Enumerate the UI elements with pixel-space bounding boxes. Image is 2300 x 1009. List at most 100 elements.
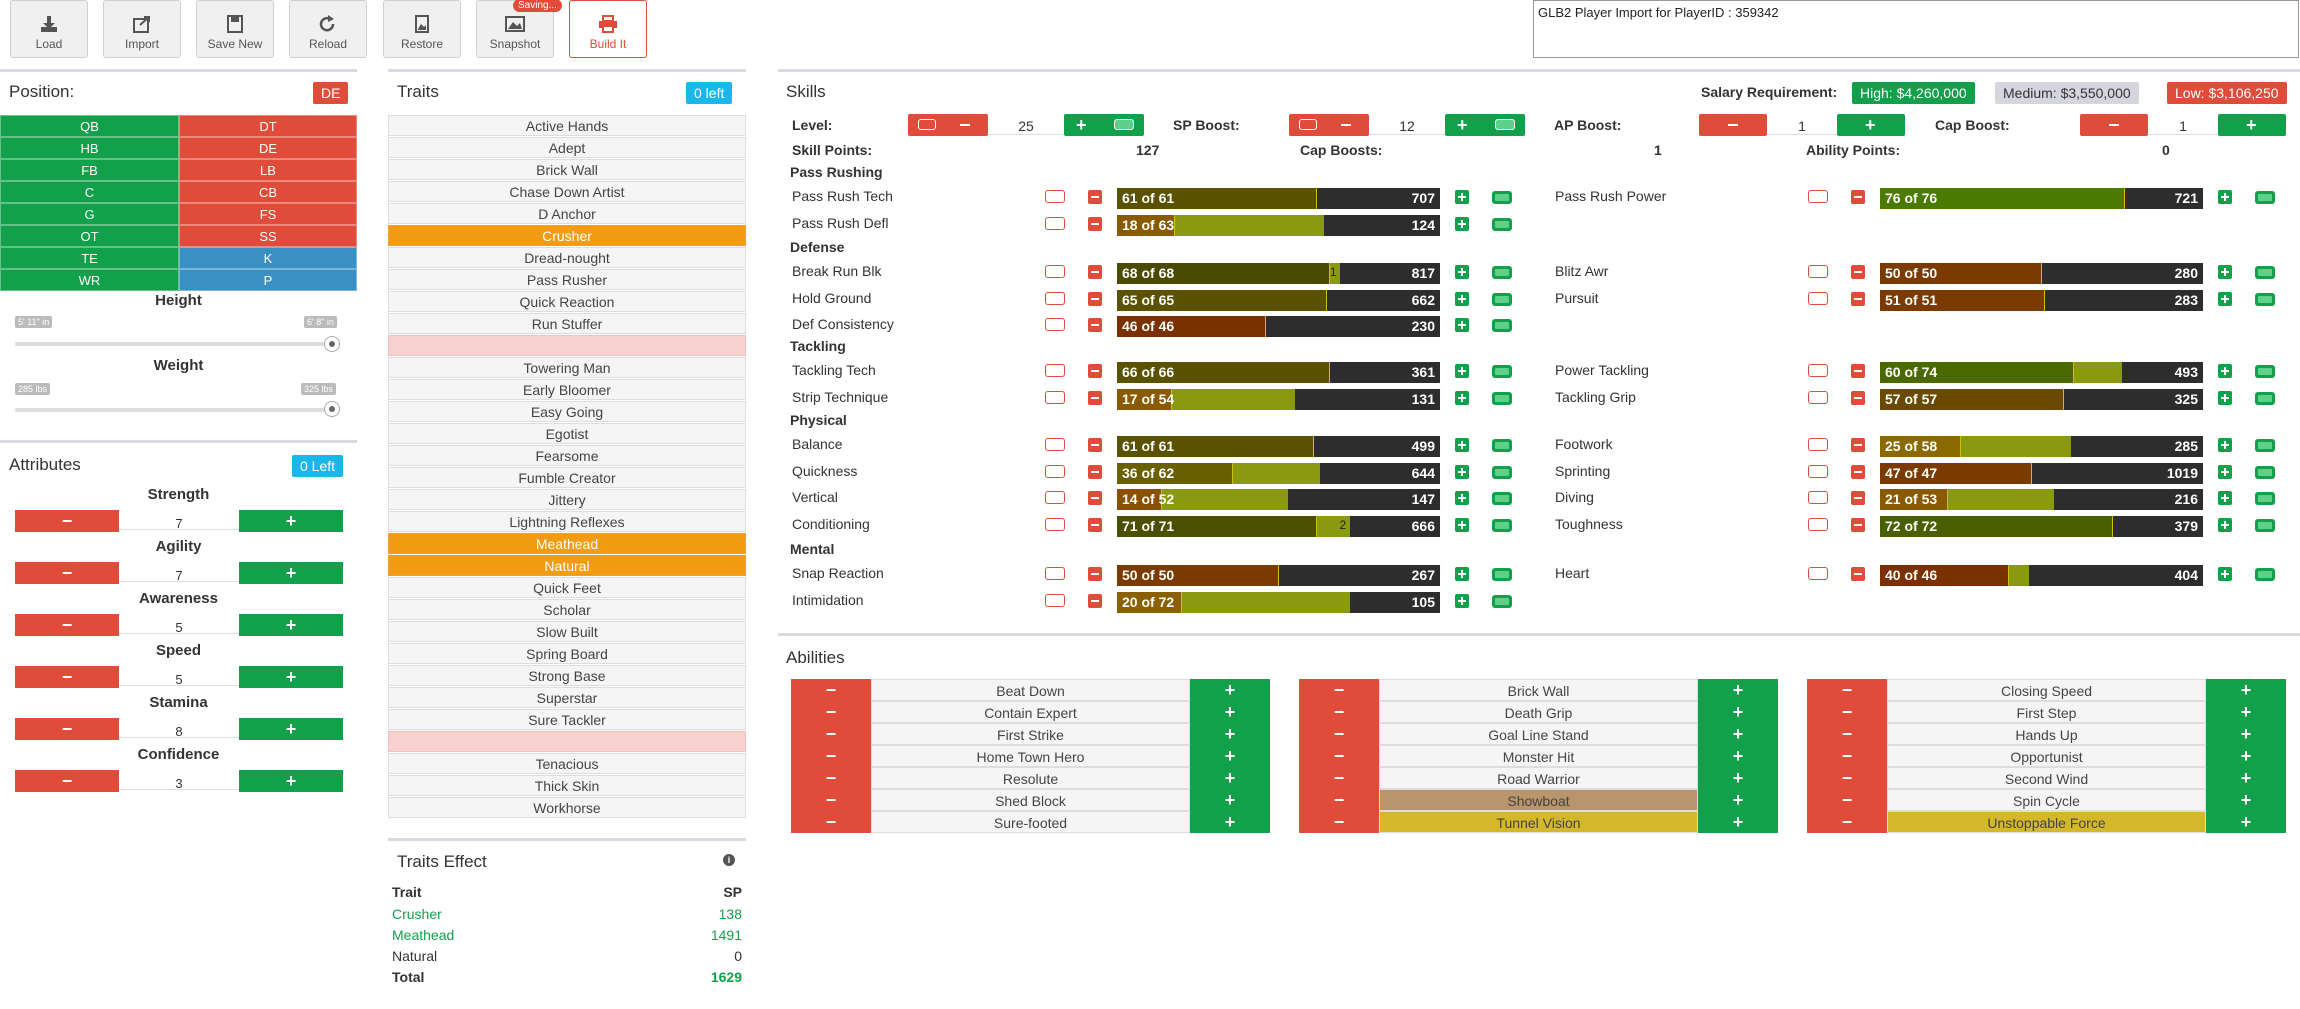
ability-second-wind-plus[interactable]: + xyxy=(2206,767,2286,789)
ability-tunnel-vision-minus[interactable]: − xyxy=(1299,811,1379,833)
load-button[interactable]: Load xyxy=(10,0,88,58)
trait-dread-nought[interactable]: Dread-nought xyxy=(388,247,746,268)
position-fs[interactable]: FS xyxy=(179,203,357,225)
position-hb[interactable]: HB xyxy=(0,137,179,159)
position-qb[interactable]: QB xyxy=(0,115,179,137)
skill-intimidation-min-icon[interactable] xyxy=(1045,593,1065,607)
ability-road-warrior-plus[interactable]: + xyxy=(1698,767,1778,789)
ability-shed-block-minus[interactable]: − xyxy=(791,789,871,811)
ability-first-step-plus[interactable]: + xyxy=(2206,701,2286,723)
skill-balance-plus-icon[interactable] xyxy=(1455,438,1469,452)
skill-quickness-minus-icon[interactable] xyxy=(1088,464,1102,479)
trait-thick-skin[interactable]: Thick Skin xyxy=(388,775,746,796)
skill-snap-reaction-minus-icon[interactable] xyxy=(1088,567,1102,581)
skill-pursuit-min-icon[interactable] xyxy=(1808,291,1828,305)
skill-snap-reaction-plus-icon[interactable] xyxy=(1455,567,1469,581)
skill-quickness-min-icon[interactable] xyxy=(1045,464,1065,478)
ability-home-town-hero-minus[interactable]: − xyxy=(791,745,871,767)
trait-pass-rusher[interactable]: Pass Rusher xyxy=(388,269,746,290)
skill-pass-rush-defl-plus-icon[interactable] xyxy=(1455,216,1469,231)
skill-vertical-minus-icon[interactable] xyxy=(1088,491,1102,506)
skill-tackling-tech-minus-icon[interactable] xyxy=(1088,364,1102,378)
skill-snap-reaction-min-icon[interactable] xyxy=(1045,567,1065,580)
attribute-speed-plus[interactable]: + xyxy=(239,666,343,688)
ability-death-grip-plus[interactable]: + xyxy=(1698,701,1778,723)
skill-strip-technique-min-icon[interactable] xyxy=(1045,390,1065,404)
trait-active-hands[interactable]: Active Hands xyxy=(388,115,746,136)
trait-lightning-reflexes[interactable]: Lightning Reflexes xyxy=(388,511,746,532)
position-dt[interactable]: DT xyxy=(179,115,357,137)
skill-break-run-blk-max-icon[interactable] xyxy=(1492,266,1512,279)
skill-hold-ground-plus-icon[interactable] xyxy=(1455,291,1469,306)
skill-break-run-blk-plus-icon[interactable] xyxy=(1455,265,1469,279)
skill-def-consistency-min-icon[interactable] xyxy=(1045,318,1065,332)
position-c[interactable]: C xyxy=(0,181,179,203)
position-fb[interactable]: FB xyxy=(0,159,179,181)
trait-early-bloomer[interactable]: Early Bloomer xyxy=(388,379,746,400)
level-value[interactable]: 25 xyxy=(988,115,1064,135)
ability-resolute-minus[interactable]: − xyxy=(791,767,871,789)
skill-balance-minus-icon[interactable] xyxy=(1088,438,1102,452)
ability-resolute-plus[interactable]: + xyxy=(1190,767,1270,789)
trait-meathead[interactable]: Meathead xyxy=(388,533,746,554)
ability-road-warrior-minus[interactable]: − xyxy=(1299,767,1379,789)
skill-balance-min-icon[interactable] xyxy=(1045,438,1065,451)
skill-strip-technique-max-icon[interactable] xyxy=(1492,391,1512,405)
ability-showboat-plus[interactable]: + xyxy=(1698,789,1778,811)
skill-sprinting-min-icon[interactable] xyxy=(1808,464,1828,478)
info-icon[interactable]: i xyxy=(723,854,735,866)
ability-spin-cycle-plus[interactable]: + xyxy=(2206,789,2286,811)
position-p[interactable]: P xyxy=(179,269,357,291)
trait-tenacious[interactable]: Tenacious xyxy=(388,753,746,774)
skill-tackling-tech-max-icon[interactable] xyxy=(1492,365,1512,378)
position-k[interactable]: K xyxy=(179,247,357,269)
ability-second-wind-minus[interactable]: − xyxy=(1807,767,1887,789)
attribute-stamina-plus[interactable]: + xyxy=(239,718,343,740)
skill-hold-ground-max-icon[interactable] xyxy=(1492,292,1512,306)
level-max-button[interactable]: + xyxy=(1064,114,1144,136)
trait-crusher[interactable]: Crusher xyxy=(388,225,746,246)
skill-conditioning-min-icon[interactable] xyxy=(1045,518,1065,532)
ability-tunnel-vision-plus[interactable]: + xyxy=(1698,811,1778,833)
skill-pass-rush-power-minus-icon[interactable] xyxy=(1851,190,1865,204)
skill-pass-rush-tech-min-icon[interactable] xyxy=(1045,190,1065,203)
ability-opportunist-minus[interactable]: − xyxy=(1807,745,1887,767)
skill-vertical-plus-icon[interactable] xyxy=(1455,491,1469,506)
ability-death-grip-minus[interactable]: − xyxy=(1299,701,1379,723)
position-te[interactable]: TE xyxy=(0,247,179,269)
position-cb[interactable]: CB xyxy=(179,181,357,203)
ability-brick-wall-plus[interactable]: + xyxy=(1698,679,1778,701)
skill-diving-min-icon[interactable] xyxy=(1808,491,1828,505)
ability-home-town-hero-plus[interactable]: + xyxy=(1190,745,1270,767)
skill-tackling-tech-min-icon[interactable] xyxy=(1045,364,1065,377)
trait-d-anchor[interactable]: D Anchor xyxy=(388,203,746,224)
ability-goal-line-stand-minus[interactable]: − xyxy=(1299,723,1379,745)
skill-break-run-blk-min-icon[interactable] xyxy=(1045,265,1065,278)
skill-heart-minus-icon[interactable] xyxy=(1851,567,1865,581)
ability-hands-up-plus[interactable]: + xyxy=(2206,723,2286,745)
ability-beat-down-minus[interactable]: − xyxy=(791,679,871,701)
skill-pass-rush-defl-minus-icon[interactable] xyxy=(1088,216,1102,231)
trait-sure-tackler[interactable]: Sure Tackler xyxy=(388,709,746,730)
ability-monster-hit-plus[interactable]: + xyxy=(1698,745,1778,767)
skill-hold-ground-minus-icon[interactable] xyxy=(1088,291,1102,306)
trait-workhorse[interactable]: Workhorse xyxy=(388,797,746,818)
attribute-awareness-value[interactable]: 5 xyxy=(119,614,239,635)
skill-pursuit-plus-icon[interactable] xyxy=(2218,291,2232,306)
skill-sprinting-max-icon[interactable] xyxy=(2255,465,2275,479)
ability-first-step-minus[interactable]: − xyxy=(1807,701,1887,723)
skill-power-tackling-minus-icon[interactable] xyxy=(1851,364,1865,378)
trait-brick-wall[interactable]: Brick Wall xyxy=(388,159,746,180)
ability-monster-hit-minus[interactable]: − xyxy=(1299,745,1379,767)
ability-unstoppable-force-plus[interactable]: + xyxy=(2206,811,2286,833)
skill-intimidation-plus-icon[interactable] xyxy=(1455,593,1469,608)
skill-diving-max-icon[interactable] xyxy=(2255,492,2275,506)
position-ot[interactable]: OT xyxy=(0,225,179,247)
attribute-agility-minus[interactable]: − xyxy=(15,562,119,584)
skill-vertical-max-icon[interactable] xyxy=(1492,492,1512,506)
import-button[interactable]: Import xyxy=(103,0,181,58)
ability-opportunist-plus[interactable]: + xyxy=(2206,745,2286,767)
attribute-speed-value[interactable]: 5 xyxy=(119,666,239,687)
ap-boost-plus-button[interactable]: + xyxy=(1837,114,1905,136)
skill-strip-technique-plus-icon[interactable] xyxy=(1455,390,1469,405)
